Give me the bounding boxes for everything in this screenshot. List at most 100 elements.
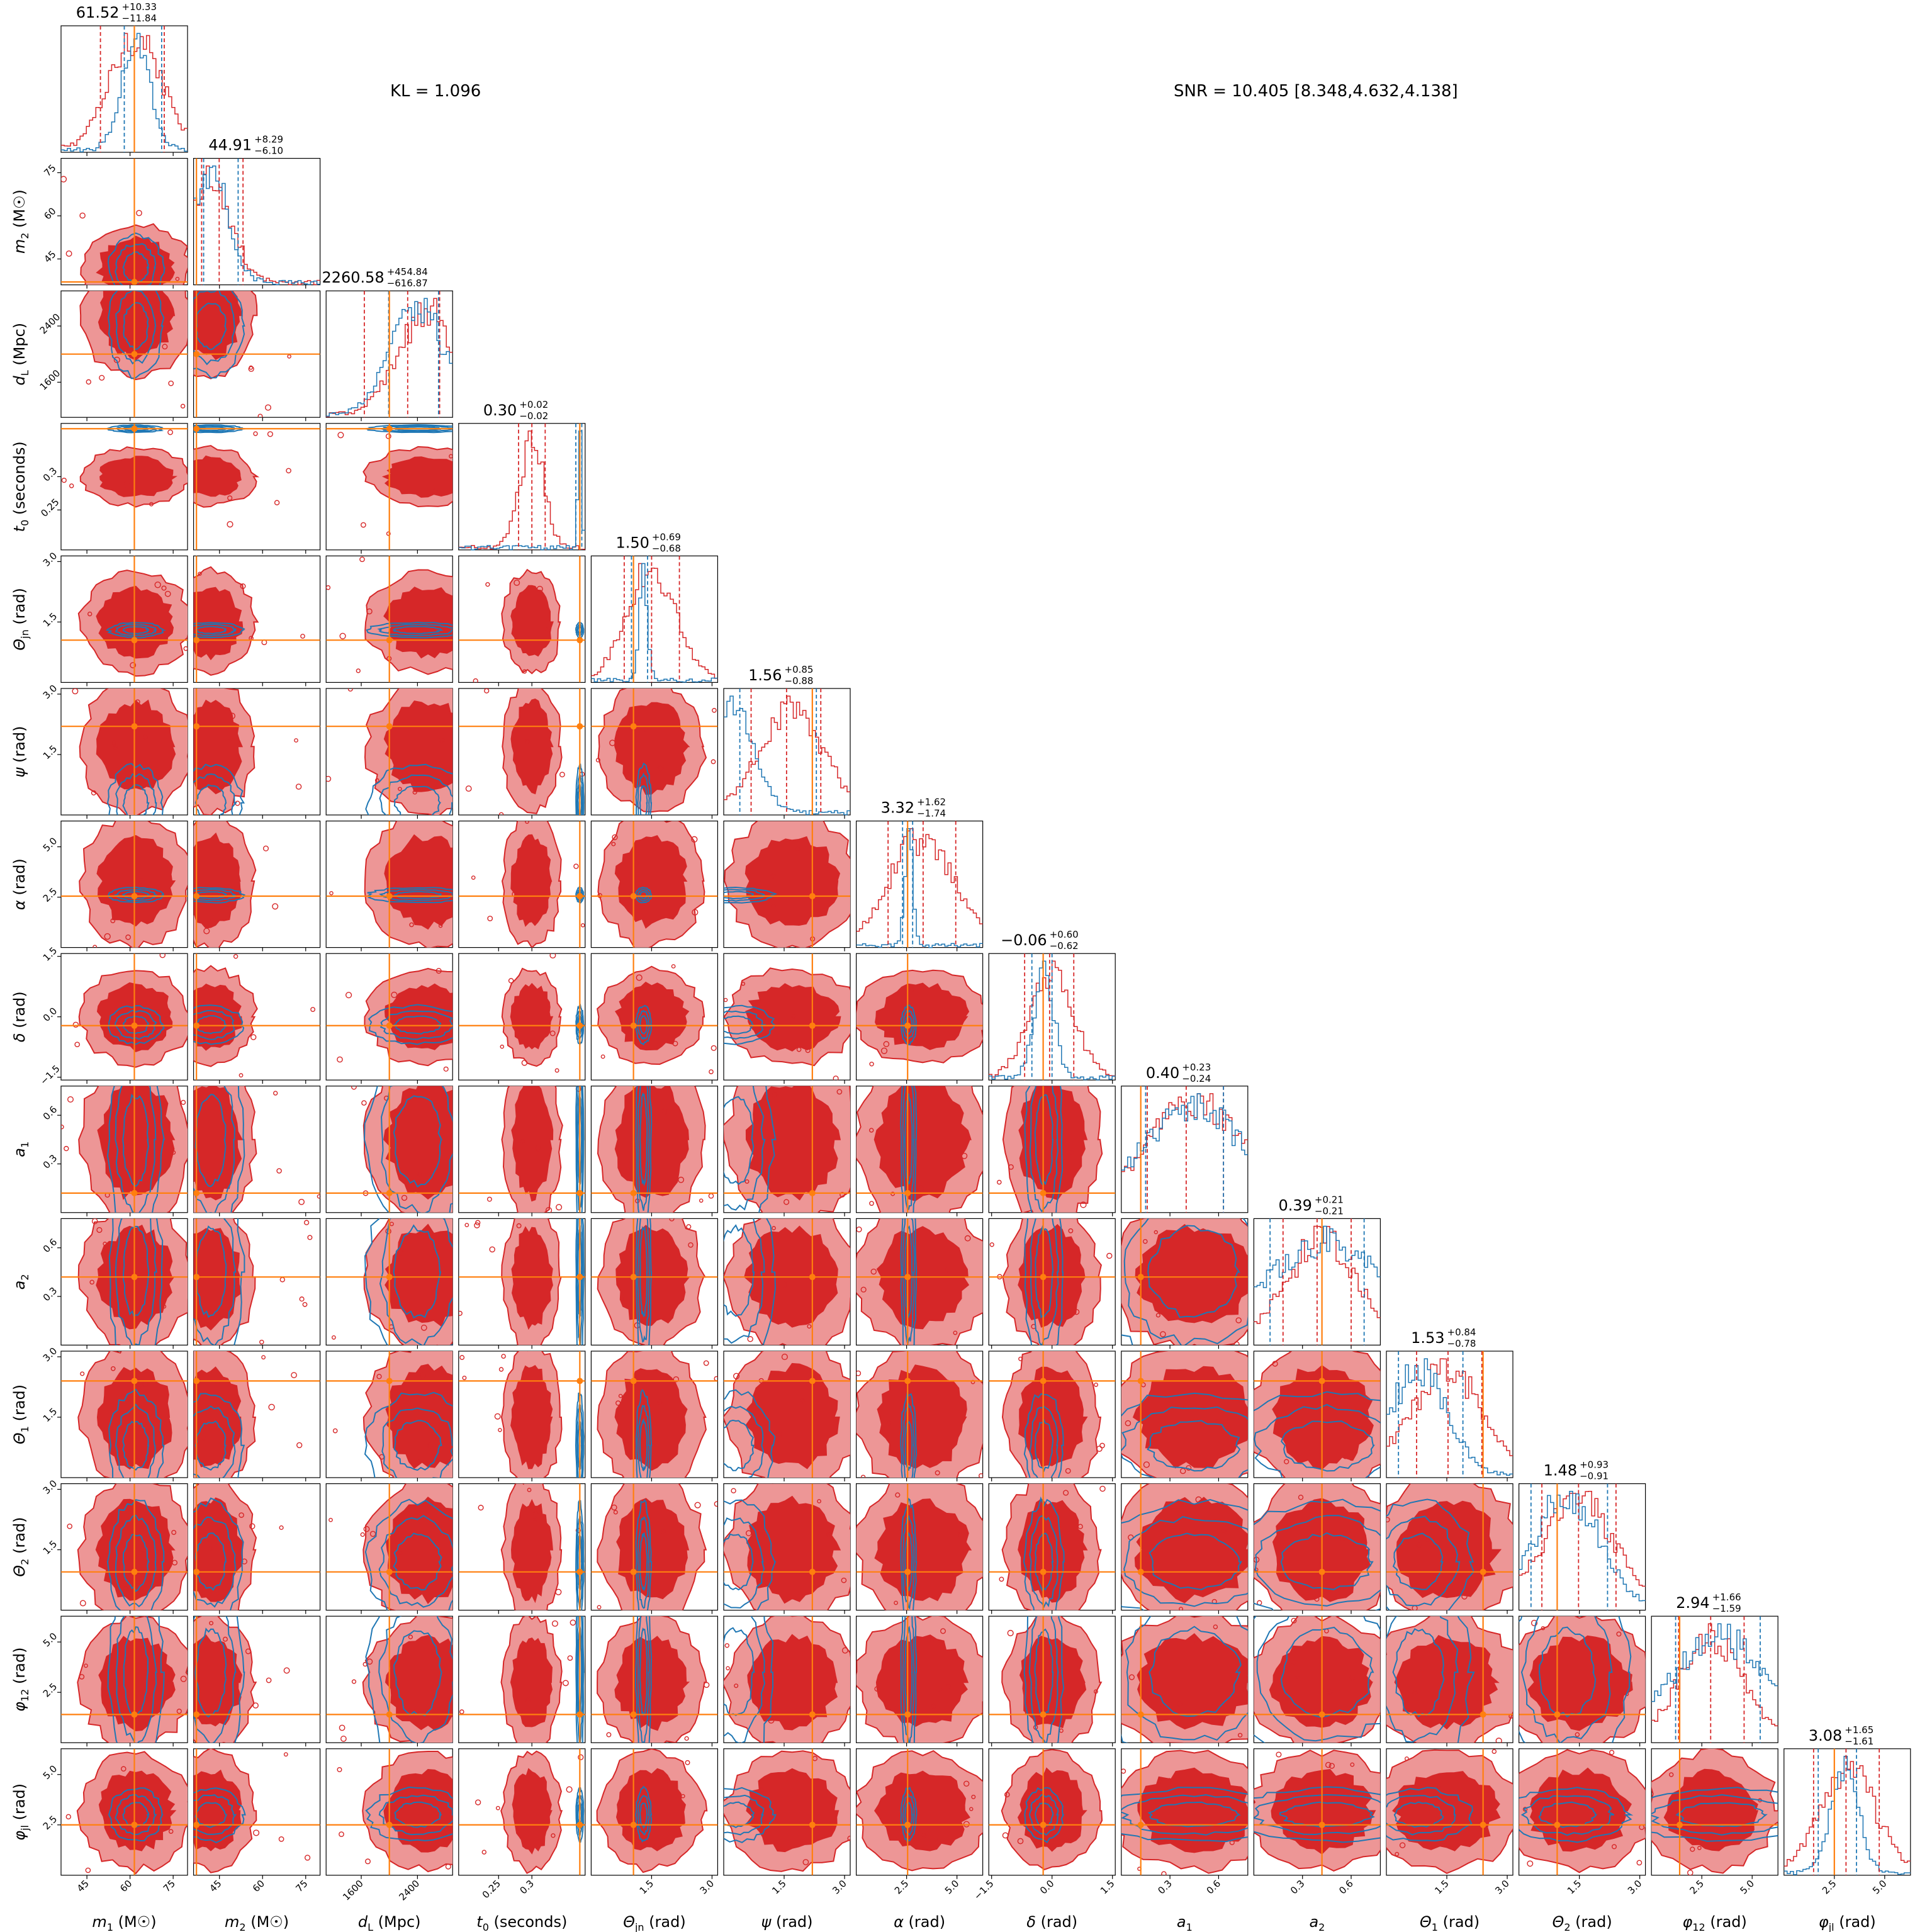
y-tick-label-5-0: 1.5 bbox=[41, 743, 60, 762]
truth-point-4-1 bbox=[193, 637, 200, 644]
contour-blue-12-6-0 bbox=[900, 1616, 918, 1743]
contour-blue-10-2-1 bbox=[381, 1407, 453, 1478]
contour-blue-10-4-1 bbox=[637, 1405, 650, 1478]
contour-blue-10-9-1 bbox=[1254, 1403, 1381, 1478]
panel-title-minus-9: −0.21 bbox=[1315, 1205, 1344, 1216]
contour-blue-12-0-1 bbox=[115, 1616, 157, 1743]
panel-title-minus-11: −0.91 bbox=[1580, 1471, 1609, 1482]
x-tick-label-8-0: 0.3 bbox=[1155, 1878, 1174, 1897]
x-tick-label-10-1: 3.0 bbox=[1493, 1878, 1512, 1897]
x-tick-label-0-1: 60 bbox=[118, 1878, 134, 1894]
contour-blue-9-8-2 bbox=[1147, 1225, 1240, 1318]
contour-blue-13-9-1 bbox=[1254, 1794, 1381, 1836]
x-tick-label-7-0: −1.5 bbox=[972, 1878, 996, 1902]
panel-11-10 bbox=[1386, 1483, 1514, 1611]
contour-blue-10-8-2 bbox=[1147, 1420, 1241, 1472]
contour-blue-4-0-0 bbox=[105, 622, 166, 639]
contour-blue-12-4-0 bbox=[635, 1616, 653, 1743]
panel-8-5 bbox=[723, 1086, 851, 1213]
contour-blue-4-2-0 bbox=[366, 621, 453, 639]
contour-blue-12-11-2 bbox=[1538, 1626, 1597, 1718]
contour-blue-9-2-2 bbox=[393, 1224, 442, 1319]
contour-blue-5-0-0 bbox=[107, 763, 164, 815]
panel-title-plus-3: +0.02 bbox=[519, 399, 548, 410]
truth-point-7-1 bbox=[193, 1022, 200, 1029]
contour-blue-4-3-0 bbox=[575, 621, 585, 639]
contour-inner-12-1 bbox=[193, 1634, 243, 1727]
histogram-red-4 bbox=[591, 563, 718, 679]
contour-blue-7-3-1 bbox=[576, 1010, 583, 1040]
panel-6-0 bbox=[60, 820, 188, 948]
panel-9-2 bbox=[325, 1218, 453, 1346]
contour-blue-6-5-0 bbox=[724, 886, 778, 904]
panel-1-0 bbox=[60, 158, 188, 286]
contour-blue-8-0-2 bbox=[122, 1093, 149, 1188]
panel-10-9 bbox=[1253, 1351, 1381, 1478]
y-axis-label-5: ψ (rad) bbox=[11, 726, 28, 777]
truth-point-9-7 bbox=[1040, 1274, 1047, 1281]
y-axis-label-2: dL (Mpc) bbox=[11, 323, 31, 386]
histogram-blue-5 bbox=[724, 695, 850, 816]
y-tick-label-2-1: 2400 bbox=[38, 312, 63, 337]
truth-point-13-4 bbox=[630, 1821, 637, 1828]
panel-title-2: 2260.58 bbox=[322, 269, 384, 286]
contour-blue-1-0-0 bbox=[107, 232, 166, 285]
x-tick-label-11-0: 1.5 bbox=[1565, 1878, 1584, 1897]
contour-blue-11-6-2 bbox=[904, 1532, 913, 1593]
histogram-red-11 bbox=[1519, 1490, 1646, 1587]
panel-title-plus-1: +8.29 bbox=[254, 134, 283, 145]
panel-11-0 bbox=[60, 1483, 188, 1611]
truth-point-10-9 bbox=[1318, 1378, 1325, 1384]
contour-blue-5-4-0 bbox=[635, 762, 653, 815]
contour-blue-9-4-2 bbox=[639, 1225, 648, 1318]
x-axis-label-3: t0 (seconds) bbox=[476, 1913, 567, 1932]
truth-point-5-0 bbox=[131, 723, 138, 730]
contour-blue-3-1-0 bbox=[193, 424, 245, 434]
contour-blue-5-3-2 bbox=[577, 783, 583, 815]
panel-5-0 bbox=[60, 688, 188, 816]
truth-point-8-6 bbox=[904, 1189, 911, 1196]
y-axis-label-3: t0 (seconds) bbox=[11, 441, 31, 532]
contour-blue-9-2-0 bbox=[364, 1218, 453, 1345]
truth-point-11-7 bbox=[1040, 1568, 1047, 1575]
diag-panel-2: 2260.58 +454.84−616.87 bbox=[322, 266, 453, 418]
contour-blue-12-4-1 bbox=[637, 1616, 650, 1743]
contour-blue-12-4-2 bbox=[639, 1627, 648, 1717]
contour-blue-13-3-1 bbox=[576, 1793, 583, 1837]
contour-inner-5-1 bbox=[193, 699, 244, 795]
y-tick-label-7-1: 0.0 bbox=[41, 1005, 60, 1024]
contour-blue-6-0-2 bbox=[121, 890, 151, 899]
x-tick-label-1-1: 60 bbox=[250, 1878, 267, 1894]
contour-blue-2-1-0 bbox=[193, 291, 245, 379]
panel-12-5 bbox=[723, 1615, 851, 1743]
x-tick-label-1-2: 75 bbox=[293, 1878, 310, 1894]
contour-blue-7-5-2 bbox=[724, 1015, 755, 1035]
y-tick-label-12-1: 5.0 bbox=[41, 1631, 60, 1649]
panel-7-1 bbox=[193, 953, 321, 1081]
x-axis-label-5: ψ (rad) bbox=[761, 1913, 812, 1931]
diag-panel-5: 1.56 +0.85−0.88 bbox=[723, 664, 851, 816]
contour-blue-7-0-1 bbox=[114, 1009, 157, 1040]
panel-title-11: 1.48 bbox=[1544, 1462, 1577, 1480]
truth-point-11-9 bbox=[1318, 1568, 1325, 1575]
contour-blue-1-0-2 bbox=[122, 251, 150, 284]
panel-title-plus-8: +0.23 bbox=[1182, 1062, 1211, 1073]
contour-blue-8-4-2 bbox=[639, 1092, 648, 1187]
truth-point-8-4 bbox=[630, 1189, 637, 1196]
panel-8-2 bbox=[325, 1086, 453, 1213]
contour-blue-13-3-0 bbox=[575, 1786, 585, 1843]
y-tick-label-1-0: 45 bbox=[42, 249, 58, 265]
panel-10-2 bbox=[325, 1351, 453, 1478]
contour-blue-13-12-1 bbox=[1651, 1794, 1778, 1836]
contour-blue-11-4-2 bbox=[639, 1532, 648, 1592]
y-tick-label-2-0: 1600 bbox=[38, 368, 63, 393]
histogram-blue-4 bbox=[591, 563, 718, 683]
x-tick-label-0-0: 45 bbox=[75, 1878, 91, 1894]
contour-blue-10-4-2 bbox=[639, 1418, 648, 1471]
contour-blue-8-2-2 bbox=[393, 1095, 443, 1188]
truth-point-13-3 bbox=[576, 1821, 583, 1828]
x-tick-label-9-1: 0.6 bbox=[1337, 1878, 1356, 1897]
x-tick-label-2-1: 2400 bbox=[396, 1878, 422, 1903]
contour-blue-7-6-1 bbox=[902, 1009, 916, 1040]
truth-point-10-5 bbox=[809, 1378, 816, 1384]
